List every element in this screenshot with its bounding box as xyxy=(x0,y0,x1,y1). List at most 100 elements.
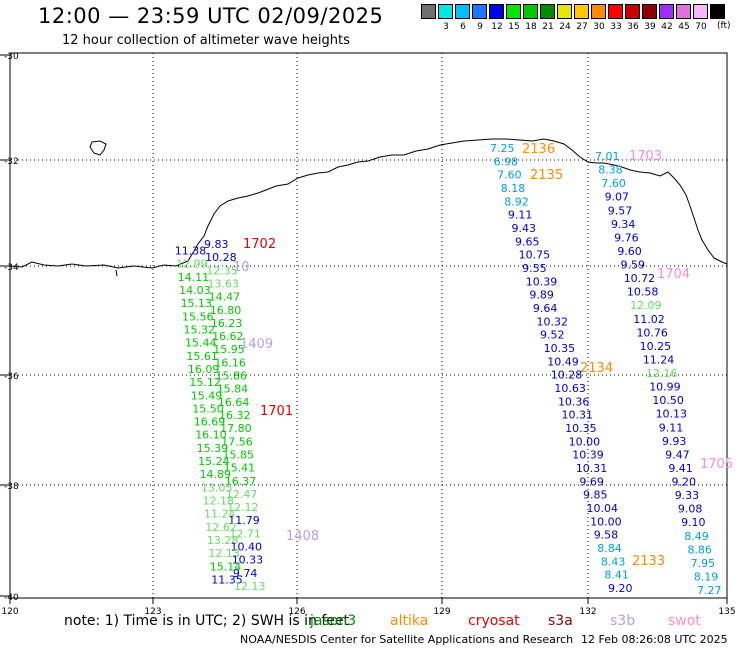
satellite-legend-item: s3b xyxy=(610,613,636,629)
satellite-legend-item: cryosat xyxy=(468,613,520,629)
wave-height-value: 8.84 xyxy=(597,542,622,555)
longitude-label: 129 xyxy=(433,607,450,617)
wave-height-value: 6.98 xyxy=(494,155,519,168)
color-scale-label: 39 xyxy=(644,22,656,32)
wave-height-value: 8.86 xyxy=(687,543,712,556)
wave-height-value: 10.75 xyxy=(519,249,551,262)
wave-height-value: 9.93 xyxy=(662,435,687,448)
pass-id-label: 2135 xyxy=(530,168,563,183)
wave-height-value: 9.08 xyxy=(678,503,703,516)
wave-height-value: 7.95 xyxy=(691,557,716,570)
wave-height-value: 8.41 xyxy=(604,569,629,582)
wave-height-value: 15.95 xyxy=(213,343,245,356)
wave-height-value: 15.84 xyxy=(217,383,249,396)
longitude-label: 123 xyxy=(144,607,161,617)
wave-height-value: 16.64 xyxy=(218,396,250,409)
wave-height-value: 10.72 xyxy=(624,272,656,285)
wave-height-value: 16.80 xyxy=(210,304,242,317)
wave-height-value: 10.63 xyxy=(554,382,586,395)
longitude-label: 135 xyxy=(718,607,735,617)
wave-height-value: 8.49 xyxy=(684,530,709,543)
color-scale-swatch xyxy=(506,4,521,19)
satellite-legend-item: altika xyxy=(390,613,429,629)
wave-height-value: 9.60 xyxy=(617,245,642,258)
wave-height-value: 9.52 xyxy=(540,329,565,342)
wave-height-value: 15.24 xyxy=(198,455,230,468)
wave-height-value: 8.38 xyxy=(598,164,623,177)
color-scale-label: 42 xyxy=(661,22,673,32)
wave-height-value: 8.43 xyxy=(601,555,626,568)
wave-height-value: 10.32 xyxy=(536,315,568,328)
wave-height-value: 15.86 xyxy=(216,370,248,383)
color-scale-label: 9 xyxy=(477,22,483,32)
wave-height-value: 10.00 xyxy=(569,435,601,448)
color-scale-label: 18 xyxy=(525,22,537,32)
color-scale-swatch xyxy=(489,4,504,19)
color-scale-swatch xyxy=(540,4,555,19)
color-scale-swatch xyxy=(523,4,538,19)
wave-height-value: 9.11 xyxy=(659,421,684,434)
wave-height-value: 10.33 xyxy=(232,554,264,567)
longitude-label: 120 xyxy=(1,607,18,617)
wave-height-value: 15.39 xyxy=(197,442,229,455)
wave-height-value: 12.13 xyxy=(234,580,266,593)
color-scale-swatch xyxy=(659,4,674,19)
color-scale-swatch xyxy=(421,4,436,19)
wave-height-value: 10.31 xyxy=(562,409,594,422)
latitude-label: -32 xyxy=(4,157,19,167)
wave-height-value: 9.07 xyxy=(605,191,630,204)
color-scale-swatch xyxy=(591,4,606,19)
wave-height-value: 7.25 xyxy=(490,142,515,155)
island-coastline xyxy=(115,269,118,277)
wave-height-value: 9.41 xyxy=(668,462,693,475)
wave-height-value: 10.36 xyxy=(558,395,590,408)
pass-id-label: 2134 xyxy=(580,361,613,376)
wave-height-value: 16.62 xyxy=(212,330,244,343)
wave-height-value: 7.60 xyxy=(497,169,521,182)
wave-height-value: 12.62 xyxy=(205,521,237,534)
wave-height-value: 13.63 xyxy=(207,277,239,290)
wave-height-value: 15.12 xyxy=(189,376,221,389)
wave-height-value: 10.58 xyxy=(627,286,659,299)
color-scale-label: 24 xyxy=(559,22,571,32)
wave-height-value: 10.25 xyxy=(640,340,672,353)
color-scale-swatch xyxy=(438,4,453,19)
wave-height-value: 9.55 xyxy=(522,262,547,275)
wave-height-value: 8.19 xyxy=(694,570,719,583)
latitude-label: -34 xyxy=(4,263,19,273)
map-axis-ticks: -30 -32 -34 -36 -38 -40 120 123 126 129 132 135 xyxy=(0,52,736,617)
color-scale-label: 21 xyxy=(542,22,554,32)
wave-height-value: 9.85 xyxy=(583,489,608,502)
pass-id-label: 1701 xyxy=(260,404,293,419)
wave-height-value: 15.41 xyxy=(224,462,256,475)
wave-height-value: 15.44 xyxy=(185,337,217,350)
pass-id-label: 1703 xyxy=(629,149,662,164)
wave-height-value: 12.16 xyxy=(646,367,678,380)
island-coastline xyxy=(89,140,107,156)
wave-height-value: 10.13 xyxy=(656,408,688,421)
wave-height-value: 9.74 xyxy=(233,567,258,580)
wave-height-value: 11.35 xyxy=(211,573,243,586)
wave-height-value: 10.99 xyxy=(649,381,681,394)
satellite-legend-item: s3a xyxy=(548,613,573,629)
wave-height-value: 9.58 xyxy=(594,529,619,542)
wave-height-value: 9.76 xyxy=(614,231,639,244)
wave-height-value: 15.85 xyxy=(222,448,254,461)
wave-height-value: 13.05 xyxy=(201,481,233,494)
wave-height-value: 15.56 xyxy=(182,310,214,323)
wave-height-value: 16.16 xyxy=(214,356,246,369)
wave-height-value: 9.65 xyxy=(515,235,540,248)
color-scale-swatch xyxy=(642,4,657,19)
map-gridlines xyxy=(10,53,727,598)
color-scale-swatch xyxy=(574,4,589,19)
wave-height-value: 11.02 xyxy=(633,313,665,326)
wave-height-value: 11.24 xyxy=(643,353,675,366)
color-scale-swatch xyxy=(455,4,470,19)
wave-height-value: 9.33 xyxy=(675,489,700,502)
pass-id-label: 10 xyxy=(233,260,250,275)
longitude-label: 126 xyxy=(288,607,305,617)
wave-height-value: 9.69 xyxy=(579,475,604,488)
color-scale-swatch xyxy=(472,4,487,19)
color-scale-swatch xyxy=(693,4,708,19)
